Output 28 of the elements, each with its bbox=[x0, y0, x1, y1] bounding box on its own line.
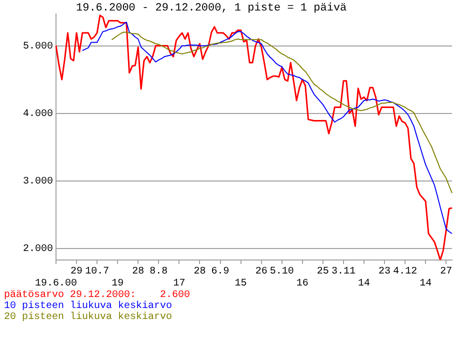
x-tick-label: 14 bbox=[358, 278, 370, 290]
x-tick-label: 19.6.00 bbox=[34, 278, 78, 290]
x-tick-label: 15 bbox=[234, 278, 247, 290]
x-tick-label: 14 bbox=[420, 278, 432, 290]
text: päätösarvo 29.12.2000: 2.600 bbox=[4, 290, 190, 301]
x-tick-label: 23 bbox=[378, 266, 391, 278]
x-tick-label: 19 bbox=[112, 278, 124, 290]
chart-title: 19.6.2000 - 29.12.2000, 1 piste = 1 päivä bbox=[76, 2, 348, 14]
x-tick-label: 8.8 bbox=[150, 266, 168, 278]
y-tick-label: 2.000 bbox=[22, 244, 53, 256]
x-tick-label: 29 bbox=[70, 266, 83, 278]
x-tick-label: 5.10 bbox=[270, 266, 294, 278]
y-tick-label: 3.000 bbox=[22, 176, 53, 188]
y-tick-label: 4.000 bbox=[22, 108, 53, 120]
x-tick-label: 10.7 bbox=[85, 266, 110, 278]
x-tick-label: 28 bbox=[132, 266, 144, 278]
x-tick-label: 27 bbox=[440, 266, 452, 278]
text: 10 pisteen liukuva keskiarvo bbox=[4, 301, 174, 312]
x-tick-label: 17 bbox=[173, 278, 186, 290]
y-tick-label: 5.000 bbox=[22, 41, 53, 52]
x-tick-label: 3.11 bbox=[331, 266, 356, 278]
x-tick-label: 25 bbox=[316, 266, 329, 278]
x-tick-label: 6.9 bbox=[211, 266, 230, 278]
x-tick-label: 28 bbox=[194, 266, 206, 278]
text: 20 pisteen liukuva keskiarvo bbox=[4, 312, 174, 323]
x-tick-label: 26 bbox=[255, 266, 268, 278]
x-tick-label: 16 bbox=[296, 278, 308, 290]
x-tick-label: 4.12 bbox=[393, 266, 418, 278]
